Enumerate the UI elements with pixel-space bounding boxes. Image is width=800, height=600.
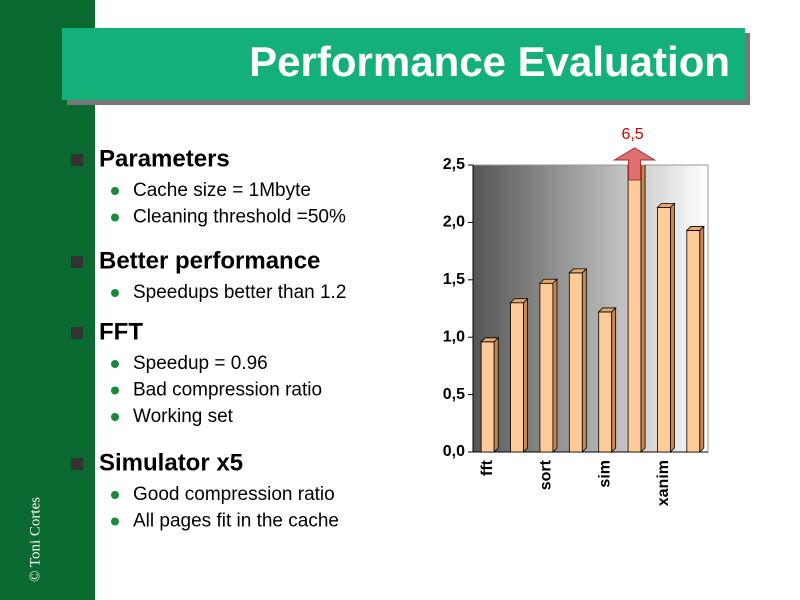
bar-side [523,297,528,453]
bar [657,207,671,453]
y-tick-label: 1,5 [443,271,465,288]
value-label: 6,5 [621,126,643,143]
sub-bullet-text: Cache size = 1Mbyte [133,180,311,201]
bar-side [611,306,617,453]
sub-bullet-text: Good compression ratio [133,484,335,505]
bar [568,272,583,453]
bullet-heading: Parameters [99,145,230,172]
y-tick-label: 0,5 [443,386,465,403]
y-tick-label: 0,0 [443,443,465,460]
copyright: © Toni Cortes [27,497,43,582]
bar-side [552,278,558,453]
bar [627,165,642,453]
x-tick-label: xanim [655,460,672,506]
bar-side [699,225,705,453]
bar [598,311,613,453]
bullet-heading: FFT [99,318,143,345]
sub-bullet [111,386,119,395]
overflow-arrow [612,147,657,181]
title: Performance Evaluation [249,38,730,85]
bar [686,230,701,453]
sub-bullet-text: Speedup = 0.96 [133,353,268,374]
sub-bullet [111,517,119,526]
sub-bullet [111,413,119,421]
sub-bullet-text: Bad compression ratio [133,380,322,401]
sub-bullet-text: Speedups better than 1.2 [133,282,346,303]
bar-side [493,336,499,453]
sub-bullet-text: All pages fit in the cache [133,511,339,532]
x-tick-label: sim [596,460,613,488]
y-tick-label: 1,0 [443,328,465,345]
sub-bullet [111,187,119,195]
sub-bullet [111,360,119,368]
bar [480,341,495,453]
sub-bullet [111,491,119,499]
sub-bullet [111,213,119,222]
sub-bullet-text: Cleaning threshold =50% [133,207,346,228]
x-tick-label: fft [479,459,496,476]
title-box [62,28,745,100]
bullet-square [71,154,83,166]
bar-side [670,202,675,453]
bullet-heading: Simulator x5 [99,449,243,476]
bullet-heading: Better performance [99,247,320,274]
x-tick-label: sort [538,459,555,490]
bar-side [581,267,587,453]
bar-side [640,165,646,453]
bullet-square [71,327,83,339]
y-tick-label: 2,5 [443,156,465,173]
bars [480,165,705,453]
sub-bullet-text: Working set [133,406,234,427]
bar [510,302,524,453]
y-tick-label: 2,0 [443,214,465,231]
sub-bullet [111,289,119,297]
bullet-square [71,256,83,268]
bullet-square [71,458,83,470]
bar [539,282,554,453]
